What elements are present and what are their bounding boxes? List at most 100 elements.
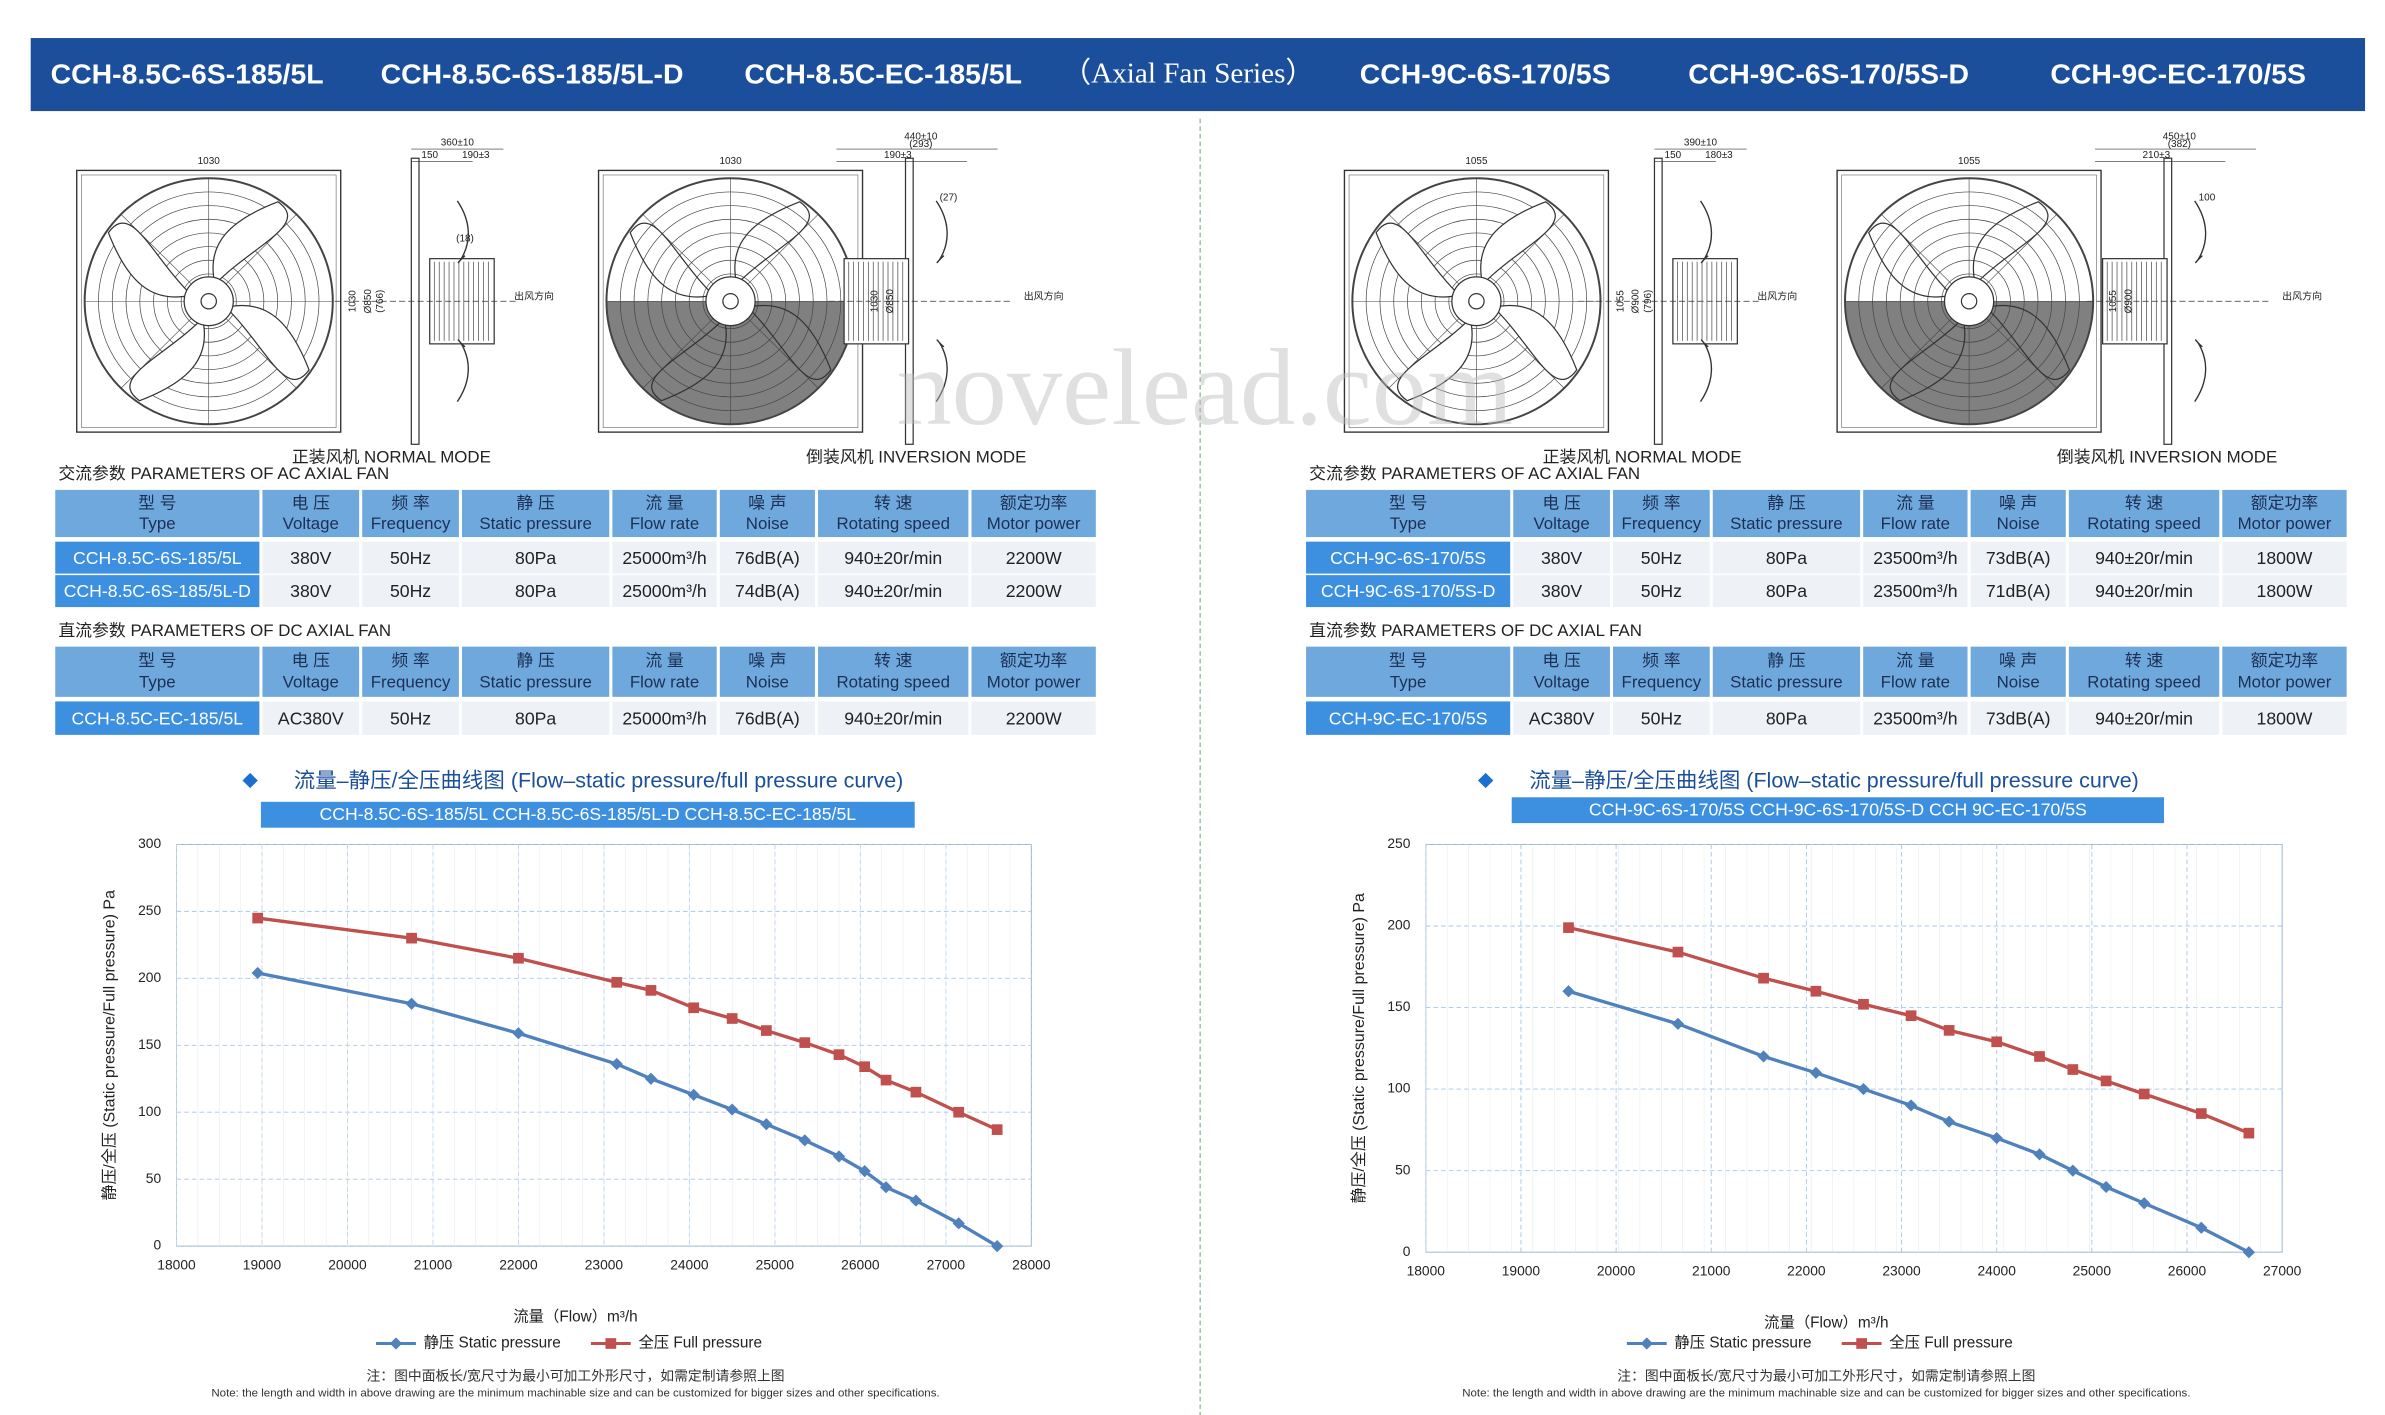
table-cell-text: CCH-9C-6S-170/5S-D: [1321, 581, 1495, 601]
table-header-cn: 静 压: [516, 651, 555, 670]
table-cell-text: 380V: [1541, 581, 1582, 601]
table-cell-text: 940±20r/min: [2095, 581, 2193, 601]
guard-spoke: [745, 214, 819, 287]
table-header-en: Static pressure: [1730, 514, 1843, 533]
guard-spoke: [223, 316, 297, 389]
table-header-cn: 型 号: [138, 494, 176, 513]
header-title-part: （Axial Fan Series）: [1062, 58, 1315, 90]
table-header-cn: 转 速: [874, 494, 913, 513]
header-title-part: CCH-9C-EC-170/5S: [2050, 58, 2306, 90]
dimension-label: 出风方向: [2282, 289, 2322, 302]
fan-blade: [107, 222, 193, 298]
data-point: [1758, 972, 1769, 984]
data-point: [952, 1217, 965, 1230]
table-cell: [719, 575, 815, 608]
data-point: [1672, 946, 1684, 958]
guard-spoke: [1388, 214, 1462, 287]
data-point: [953, 1106, 965, 1118]
table-header-cell: [55, 646, 260, 697]
x-tick-label: 18000: [157, 1258, 196, 1273]
guard-spoke: [1881, 316, 1955, 389]
fan-blade: [651, 317, 727, 402]
data-point: [2195, 1108, 2207, 1119]
dimension-label: (382): [2168, 139, 2191, 150]
section-label: 交流参数 PARAMETERS OF AC AXIAL FAN: [1309, 464, 1640, 483]
dimension-label: Ø900: [2123, 289, 2134, 314]
table-cell: [1970, 575, 2066, 608]
data-point: [1757, 1050, 1770, 1063]
y-tick-label: 200: [1387, 918, 1410, 933]
table-cell: [1513, 541, 1610, 574]
table-header-cell: [1970, 489, 2066, 538]
table-header-en: Frequency: [371, 514, 451, 533]
dimension-label: 360±10: [441, 138, 475, 149]
table-cell: [362, 541, 459, 574]
data-point: [611, 977, 623, 988]
table-cell: [2222, 541, 2347, 574]
table-header-cell: [362, 489, 459, 538]
x-tick-label: 24000: [1978, 1264, 2017, 1279]
table-header-en: Frequency: [1622, 514, 1702, 533]
guard-spoke: [1388, 316, 1462, 389]
table-cell: [1513, 575, 1610, 608]
table-header-cell: [2068, 646, 2220, 697]
table-header-en: Static pressure: [479, 673, 592, 692]
table-cell: [262, 541, 360, 574]
dimension-label: (796): [1643, 290, 1654, 313]
table-cell: [362, 575, 459, 608]
table-cell: [818, 575, 969, 608]
y-tick-label: 250: [138, 903, 161, 918]
table-header-en: Voltage: [283, 514, 339, 533]
table-cell-text: 50Hz: [1641, 708, 1682, 728]
table-cell: [1513, 701, 1610, 735]
table-cell-text: 2200W: [1006, 548, 1062, 568]
data-point: [1563, 922, 1574, 933]
table-cell-text: 25000m³/h: [622, 708, 706, 728]
data-point: [688, 1002, 700, 1014]
note-en: Note: the length and width in above draw…: [1462, 1388, 2190, 1400]
note-en: Note: the length and width in above draw…: [211, 1388, 939, 1400]
table-cell-text: CCH-8.5C-EC-185/5L: [72, 708, 244, 728]
chart-subtitle: CCH-8.5C-6S-185/5L CCH-8.5C-6S-185/5L-D …: [320, 804, 857, 824]
table-header-en: Rotating speed: [836, 514, 949, 533]
table-cell-text: 940±20r/min: [2095, 548, 2193, 568]
y-axis-label: 静压/全压 (Static pressure/Full pressure) Pa: [101, 890, 119, 1201]
table-type-cell: [1306, 701, 1511, 735]
y-tick-label: 250: [1387, 836, 1410, 851]
table-header-en: Flow rate: [1881, 673, 1950, 692]
table-cell-text: 80Pa: [1766, 708, 1807, 728]
table-header-en: Motor power: [2238, 514, 2332, 533]
table-header-cell: [1712, 646, 1861, 697]
table-header-cn: 额定功率: [1000, 494, 1067, 513]
dimension-label: 190±3: [884, 150, 912, 161]
table-header-en: Voltage: [1533, 673, 1589, 692]
dimension-label: 1030: [198, 156, 221, 167]
table-cell-text: 940±20r/min: [2095, 708, 2193, 728]
table-header-en: Flow rate: [630, 514, 699, 533]
table-cell-text: 23500m³/h: [1873, 708, 1957, 728]
chart-title: 流量–静压/全压曲线图 (Flow–static pressure/full p…: [1529, 769, 2139, 793]
dimension-label: Ø900: [1631, 289, 1642, 314]
table-cell: [971, 701, 1096, 735]
table-cell: [719, 541, 815, 574]
table-cell: [2222, 575, 2347, 608]
table-cell-text: 1800W: [2257, 581, 2313, 601]
table-header-cell: [1613, 646, 1710, 697]
dimension-label: 出风方向: [1024, 289, 1064, 302]
dimension-label: 450±10: [2163, 132, 2197, 143]
data-point: [1810, 985, 1822, 997]
table-cell-text: 50Hz: [390, 708, 431, 728]
table-header-en: Rotating speed: [836, 673, 949, 692]
table-cell-text: 25000m³/h: [622, 548, 706, 568]
x-tick-label: 27000: [927, 1258, 966, 1273]
table-cell: [262, 575, 360, 608]
table-cell: [612, 575, 717, 608]
table-cell: [461, 701, 610, 735]
table-cell-text: 80Pa: [515, 581, 556, 601]
data-point: [880, 1074, 892, 1086]
data-point: [2138, 1088, 2150, 1100]
dimension-label: 180±3: [1705, 150, 1733, 161]
hub-center: [1468, 293, 1485, 310]
